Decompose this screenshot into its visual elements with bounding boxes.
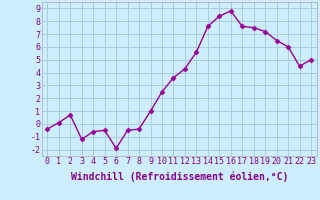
X-axis label: Windchill (Refroidissement éolien,°C): Windchill (Refroidissement éolien,°C) [70,172,288,182]
